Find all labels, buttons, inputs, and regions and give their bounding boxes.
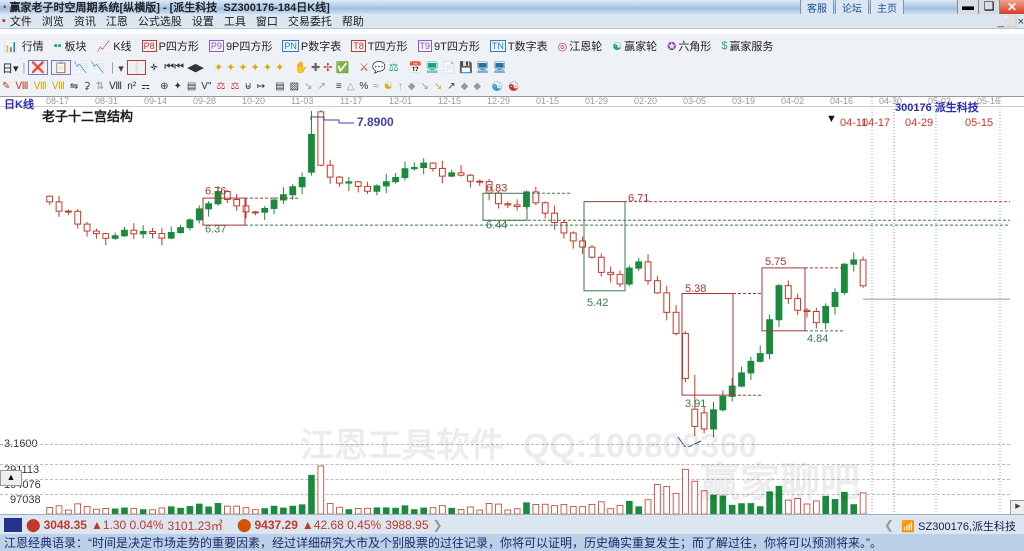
svg-text:3.91: 3.91: [685, 398, 706, 410]
svg-text:5.38: 5.38: [685, 283, 706, 295]
svg-text:6.37: 6.37: [205, 224, 226, 236]
svg-text:4.84: 4.84: [807, 333, 828, 345]
svg-text:7.8900: 7.8900: [357, 115, 394, 129]
svg-text:6.76: 6.76: [205, 186, 226, 198]
svg-text:5.42: 5.42: [587, 297, 608, 309]
svg-text:6.44: 6.44: [486, 220, 507, 232]
svg-text:6.83: 6.83: [486, 183, 507, 195]
svg-text:5.75: 5.75: [765, 256, 786, 268]
svg-text:6.71: 6.71: [628, 193, 649, 205]
